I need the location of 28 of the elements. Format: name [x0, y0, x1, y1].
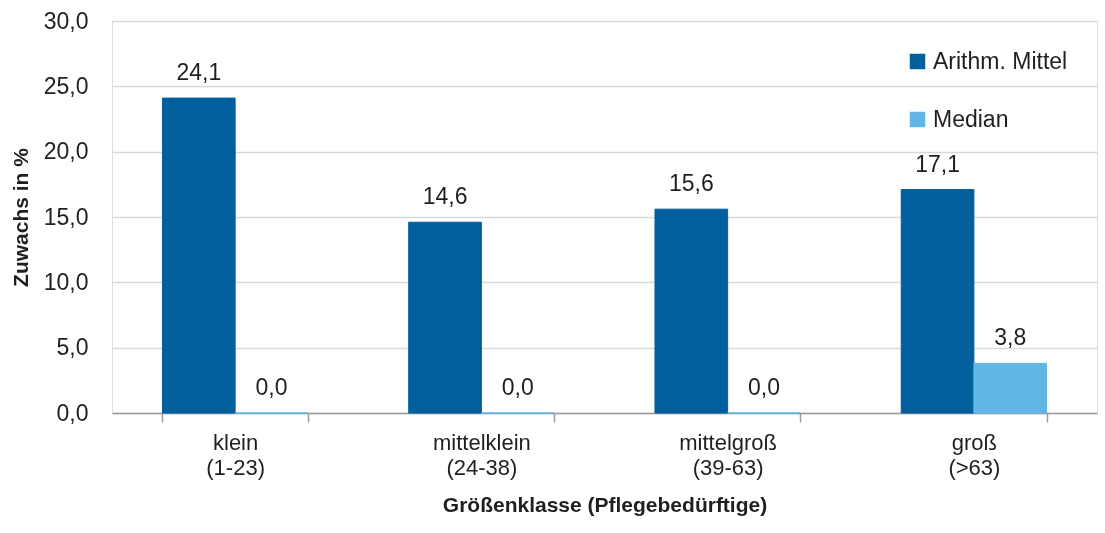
y-tick-label: 5,0: [56, 334, 89, 361]
y-tick-label: 15,0: [43, 203, 89, 230]
data-label: 14,6: [422, 183, 468, 210]
data-label: 3,8: [994, 324, 1027, 351]
y-tick-label: 0,0: [56, 399, 89, 426]
legend-label: Arithm. Mittel: [933, 47, 1068, 74]
x-tick-label: klein (1-23): [206, 429, 265, 480]
bar: [654, 208, 729, 414]
bar: [408, 221, 482, 414]
legend-label: Median: [933, 105, 1009, 132]
bar: [973, 362, 1048, 414]
data-label: 0,0: [501, 374, 534, 400]
bar: [161, 97, 236, 414]
data-label: 0,0: [255, 374, 288, 400]
y-tick-label: 20,0: [43, 138, 89, 165]
data-label: 15,6: [668, 170, 714, 197]
y-axis-title: Zuwachs in %: [8, 147, 32, 287]
x-tick-label: mittelgroß (39-63): [679, 429, 778, 480]
bar: [900, 189, 975, 414]
y-tick-label: 25,0: [43, 72, 89, 99]
x-tick-label: mittelklein (24-38): [432, 429, 531, 480]
data-label: 0,0: [747, 374, 780, 400]
y-tick-label: 30,0: [43, 7, 89, 34]
data-label: 17,1: [915, 150, 960, 177]
x-tick-label: groß (>63): [948, 429, 1001, 480]
y-tick-label: 10,0: [43, 268, 89, 295]
x-axis-title: Größenklasse (Pflegebedürftige): [442, 492, 768, 516]
data-label: 24,1: [176, 59, 222, 86]
